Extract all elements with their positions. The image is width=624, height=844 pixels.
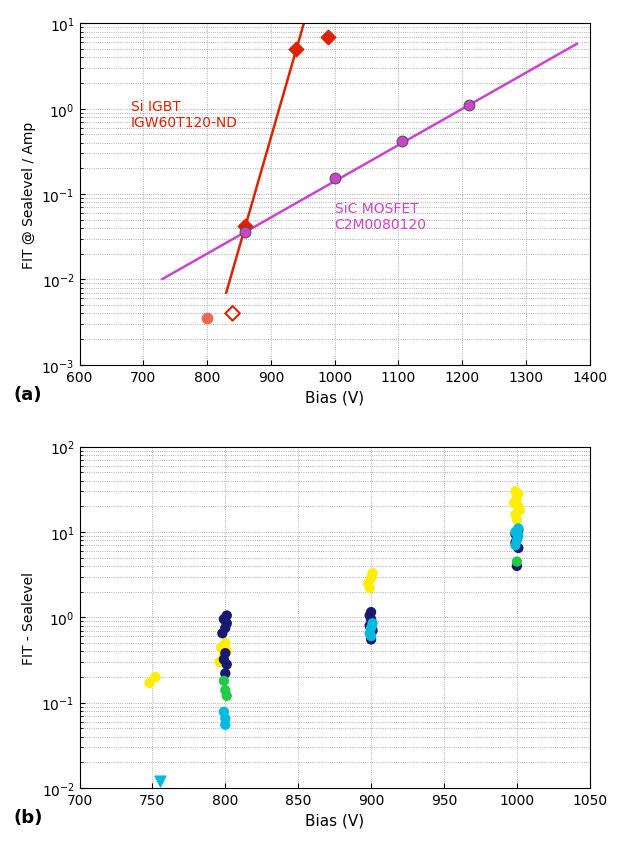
Point bbox=[202, 312, 212, 326]
Point bbox=[222, 658, 232, 672]
Point bbox=[216, 641, 226, 655]
Point bbox=[323, 31, 333, 45]
Point bbox=[217, 627, 227, 641]
Point bbox=[220, 647, 230, 660]
Point bbox=[220, 667, 230, 680]
Text: Si IGBT
IGW60T120-ND: Si IGBT IGW60T120-ND bbox=[130, 100, 238, 130]
Point bbox=[364, 582, 374, 595]
Point bbox=[364, 609, 374, 623]
Point bbox=[220, 712, 230, 726]
Point bbox=[510, 508, 520, 522]
Point bbox=[514, 524, 524, 538]
Point bbox=[222, 617, 232, 630]
Point bbox=[512, 555, 522, 569]
Point bbox=[464, 100, 474, 113]
Point bbox=[366, 630, 376, 643]
Point bbox=[220, 636, 230, 650]
Point bbox=[219, 706, 229, 719]
X-axis label: Bias (V): Bias (V) bbox=[305, 390, 364, 404]
Point bbox=[240, 220, 250, 234]
Point bbox=[364, 627, 374, 641]
Point bbox=[514, 488, 524, 501]
Point bbox=[510, 485, 520, 499]
Point bbox=[366, 633, 376, 647]
Point bbox=[368, 617, 378, 630]
Point bbox=[366, 613, 376, 626]
Point bbox=[510, 528, 520, 541]
Point bbox=[514, 500, 524, 513]
Point bbox=[220, 684, 230, 697]
Point bbox=[512, 492, 522, 506]
Point bbox=[510, 538, 520, 552]
Point bbox=[514, 529, 524, 543]
Point bbox=[219, 674, 229, 688]
Point bbox=[220, 718, 230, 732]
Text: SiC MOSFET
C2M0080120: SiC MOSFET C2M0080120 bbox=[334, 202, 427, 232]
Point bbox=[240, 226, 250, 240]
Point bbox=[222, 645, 232, 658]
Point bbox=[155, 775, 165, 788]
Point bbox=[291, 43, 301, 57]
Point bbox=[515, 504, 525, 517]
Point bbox=[510, 526, 520, 539]
Point bbox=[219, 653, 229, 667]
Point bbox=[512, 513, 522, 527]
Point bbox=[368, 566, 378, 580]
Point bbox=[514, 522, 524, 536]
Point bbox=[364, 619, 374, 632]
Point bbox=[512, 532, 522, 545]
Point bbox=[329, 172, 339, 186]
Point bbox=[219, 650, 229, 663]
Point bbox=[510, 536, 520, 549]
Point bbox=[366, 606, 376, 619]
Point bbox=[363, 577, 373, 591]
Point bbox=[366, 571, 376, 585]
Point bbox=[512, 534, 522, 548]
Point bbox=[145, 676, 155, 690]
Point bbox=[222, 609, 232, 623]
Point bbox=[215, 655, 225, 668]
Point bbox=[150, 670, 160, 684]
Point bbox=[368, 624, 378, 637]
Point bbox=[222, 690, 232, 703]
Point bbox=[366, 621, 376, 635]
Y-axis label: FIT - Sealevel: FIT - Sealevel bbox=[22, 571, 36, 664]
Point bbox=[219, 613, 229, 626]
Point bbox=[512, 560, 522, 573]
X-axis label: Bias (V): Bias (V) bbox=[305, 813, 364, 827]
Point bbox=[397, 135, 407, 149]
Text: (b): (b) bbox=[13, 808, 42, 826]
Y-axis label: FIT @ Sealevel / Amp: FIT @ Sealevel / Amp bbox=[22, 122, 36, 268]
Point bbox=[509, 496, 519, 510]
Point bbox=[514, 542, 524, 555]
Point bbox=[228, 307, 238, 321]
Point bbox=[220, 621, 230, 635]
Text: (a): (a) bbox=[13, 386, 42, 403]
